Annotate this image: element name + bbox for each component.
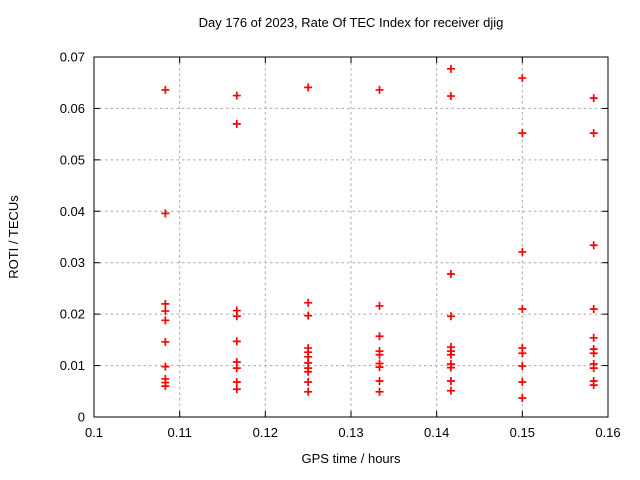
y-tick-label: 0.06 bbox=[60, 101, 85, 116]
data-point bbox=[589, 129, 598, 138]
data-point bbox=[161, 85, 170, 94]
data-point bbox=[589, 305, 598, 313]
y-tick-label: 0.05 bbox=[60, 152, 85, 167]
data-point bbox=[446, 350, 455, 359]
y-tick-label: 0 bbox=[78, 410, 85, 425]
data-point bbox=[232, 312, 241, 321]
x-tick-label: 0.11 bbox=[167, 425, 191, 440]
data-point bbox=[304, 311, 313, 320]
data-point bbox=[232, 385, 241, 394]
data-point bbox=[304, 83, 313, 92]
x-tick-label: 0.1 bbox=[85, 425, 103, 440]
x-tick-label: 0.13 bbox=[338, 425, 363, 440]
data-point bbox=[589, 349, 598, 358]
data-point bbox=[589, 94, 598, 103]
chart-title: Day 176 of 2023, Rate Of TEC Index for r… bbox=[198, 15, 504, 30]
data-point bbox=[161, 316, 170, 325]
data-point bbox=[446, 92, 455, 101]
data-point bbox=[304, 387, 313, 396]
data-point bbox=[161, 382, 170, 391]
x-tick-label: 0.12 bbox=[253, 425, 278, 440]
y-tick-label: 0.01 bbox=[60, 358, 85, 373]
data-point bbox=[375, 301, 384, 310]
data-point bbox=[446, 386, 455, 395]
data-point bbox=[518, 305, 527, 313]
data-point bbox=[232, 378, 241, 387]
data-point bbox=[589, 241, 598, 250]
data-point bbox=[304, 367, 313, 376]
data-point bbox=[161, 209, 170, 218]
data-point bbox=[161, 362, 170, 371]
x-axis-label: GPS time / hours bbox=[301, 451, 401, 466]
data-point bbox=[375, 377, 384, 385]
data-point bbox=[232, 119, 241, 128]
data-point bbox=[161, 307, 170, 316]
data-point bbox=[161, 299, 170, 308]
data-point bbox=[518, 74, 527, 83]
data-point bbox=[375, 332, 384, 341]
data-point bbox=[589, 333, 598, 342]
data-point bbox=[446, 363, 455, 372]
data-point bbox=[375, 363, 384, 372]
data-point bbox=[446, 312, 455, 321]
x-tick-label: 0.15 bbox=[510, 425, 535, 440]
y-axis-label: ROTI / TECUs bbox=[6, 195, 21, 279]
data-point bbox=[518, 129, 527, 138]
x-tick-label: 0.14 bbox=[424, 425, 449, 440]
data-point bbox=[232, 91, 241, 100]
data-point bbox=[446, 377, 455, 385]
data-point bbox=[518, 362, 527, 371]
data-point bbox=[518, 247, 527, 256]
data-point bbox=[446, 270, 455, 279]
y-tick-label: 0.04 bbox=[60, 204, 85, 219]
data-point bbox=[375, 387, 384, 396]
data-point bbox=[518, 349, 527, 358]
data-point bbox=[518, 378, 527, 387]
y-tick-label: 0.07 bbox=[60, 50, 85, 65]
data-point bbox=[232, 364, 241, 373]
data-point bbox=[589, 381, 598, 390]
data-point bbox=[161, 337, 170, 346]
data-point bbox=[375, 85, 384, 94]
data-point bbox=[375, 350, 384, 359]
y-tick-label: 0.03 bbox=[60, 255, 85, 270]
data-point bbox=[304, 298, 313, 307]
x-tick-label: 0.16 bbox=[595, 425, 620, 440]
data-point bbox=[304, 378, 313, 387]
plot-frame bbox=[93, 56, 609, 418]
data-point bbox=[446, 64, 455, 73]
data-point bbox=[518, 393, 527, 402]
data-point bbox=[589, 364, 598, 373]
y-tick-label: 0.02 bbox=[60, 307, 85, 322]
data-point bbox=[232, 337, 241, 346]
